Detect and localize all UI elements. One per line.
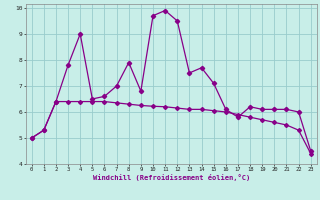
X-axis label: Windchill (Refroidissement éolien,°C): Windchill (Refroidissement éolien,°C)	[92, 174, 250, 181]
